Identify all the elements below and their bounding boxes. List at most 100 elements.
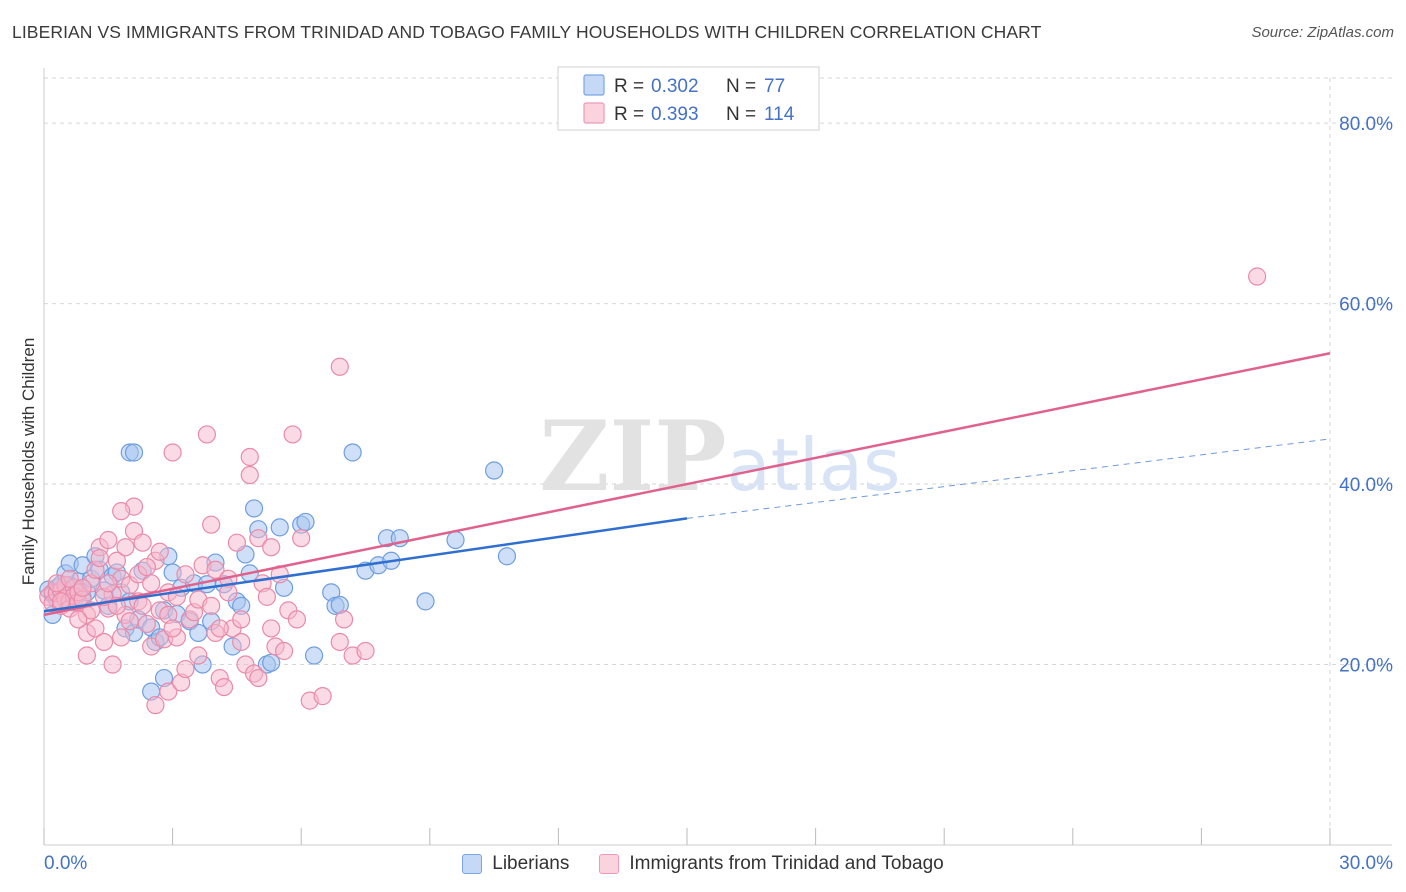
data-point <box>210 619 229 638</box>
data-point <box>1248 267 1267 286</box>
data-point <box>202 596 221 615</box>
trend-line-liberians <box>43 517 688 613</box>
data-point <box>99 574 118 593</box>
data-point <box>227 533 246 552</box>
stats-n-label: N = <box>726 104 756 125</box>
data-point <box>163 443 182 462</box>
data-point <box>202 515 221 534</box>
stats-legend: R = 0.302 N = 77 R = 0.393 N = 114 <box>557 66 820 131</box>
x-tick-label-max: 30.0% <box>1339 853 1393 874</box>
stats-r-label: R = <box>614 104 644 125</box>
y-axis-label: Family Households with Children <box>19 338 38 586</box>
data-point <box>270 518 289 537</box>
stats-r-value: 0.393 <box>651 104 699 125</box>
data-point <box>446 530 465 550</box>
data-point <box>262 538 281 557</box>
y-tick-label: 60.0% <box>1339 295 1393 316</box>
data-point <box>69 610 88 629</box>
data-point <box>133 596 152 615</box>
data-point <box>304 646 324 665</box>
y-tick-label: 80.0% <box>1339 114 1393 135</box>
data-point <box>274 641 294 661</box>
data-point <box>497 547 517 566</box>
data-point <box>77 646 96 665</box>
stats-n-value: 114 <box>764 104 795 125</box>
data-point <box>232 610 251 629</box>
data-point <box>249 668 268 688</box>
data-point <box>73 578 92 597</box>
data-point <box>60 569 79 588</box>
data-point <box>189 646 208 665</box>
tick-labels: 20.0% 40.0% 60.0% 80.0% 0.0% 30.0% Family Hous… <box>19 114 1393 874</box>
watermark-text: ZIPatlas <box>539 400 900 513</box>
data-point <box>249 529 268 548</box>
axes <box>43 68 1392 846</box>
stats-n-value: 77 <box>764 76 785 97</box>
legend-swatch-blue <box>462 854 483 874</box>
data-point <box>137 557 156 577</box>
y-tick-label: 40.0% <box>1339 475 1393 496</box>
data-point <box>176 565 195 584</box>
data-point <box>292 529 311 548</box>
data-point <box>334 610 354 629</box>
data-point <box>262 619 281 638</box>
data-point <box>116 538 135 557</box>
data-point <box>142 574 161 593</box>
stats-r-value: 0.302 <box>651 76 699 97</box>
data-point <box>206 560 225 579</box>
data-point <box>232 632 251 652</box>
legend-label-trinidad-tobago: Immigrants from Trinidad and Tobago <box>629 853 944 874</box>
data-point <box>137 614 156 634</box>
data-point <box>159 682 178 701</box>
data-point <box>257 587 277 606</box>
data-point <box>240 465 259 485</box>
data-point <box>112 628 131 647</box>
data-point <box>240 447 259 467</box>
data-point <box>287 610 307 629</box>
data-point <box>103 655 122 674</box>
data-point <box>296 512 315 532</box>
legend-item-liberians: Liberians <box>462 853 569 875</box>
x-tick-label-min: 0.0% <box>44 853 87 874</box>
legend-label-liberians: Liberians <box>492 853 570 874</box>
data-point <box>94 632 114 652</box>
data-point <box>133 533 152 552</box>
data-point <box>90 548 109 568</box>
data-point <box>124 443 144 462</box>
source-attribution: Source: ZipAtlas.com <box>1251 24 1394 41</box>
data-point <box>416 592 435 611</box>
data-point <box>330 357 349 376</box>
series-legend: Liberians Immigrants from Trinidad and T… <box>0 850 1406 878</box>
data-point <box>356 641 375 661</box>
data-point <box>163 619 182 638</box>
data-point <box>120 612 139 631</box>
data-point <box>146 696 165 715</box>
data-point <box>330 632 349 652</box>
data-point <box>283 425 302 444</box>
legend-swatch-pink <box>599 854 620 874</box>
data-point <box>176 659 195 679</box>
legend-item-trinidad-tobago: Immigrants from Trinidad and Tobago <box>599 853 944 875</box>
series-trinidad-tobago <box>39 267 1267 715</box>
data-point <box>86 619 105 638</box>
data-point <box>485 461 504 480</box>
chart-title: LIBERIAN VS IMMIGRANTS FROM TRINIDAD AND… <box>12 22 1042 42</box>
trend-lines <box>43 351 1331 617</box>
data-point <box>313 687 332 706</box>
stats-swatch <box>583 74 605 96</box>
stats-swatch <box>583 102 605 124</box>
data-point <box>99 530 118 550</box>
trend-line-trinidad-tobago <box>43 351 1331 617</box>
data-point <box>112 502 131 521</box>
data-point <box>150 542 169 561</box>
data-point <box>343 443 362 462</box>
stats-n-label: N = <box>726 76 756 97</box>
watermark: ZIPatlas <box>539 400 900 513</box>
data-point <box>214 677 234 697</box>
data-point <box>197 425 216 444</box>
stats-r-label: R = <box>614 76 644 97</box>
trend-line-liberians-extension <box>686 438 1331 519</box>
y-tick-label: 20.0% <box>1339 656 1393 677</box>
data-point <box>244 499 264 518</box>
